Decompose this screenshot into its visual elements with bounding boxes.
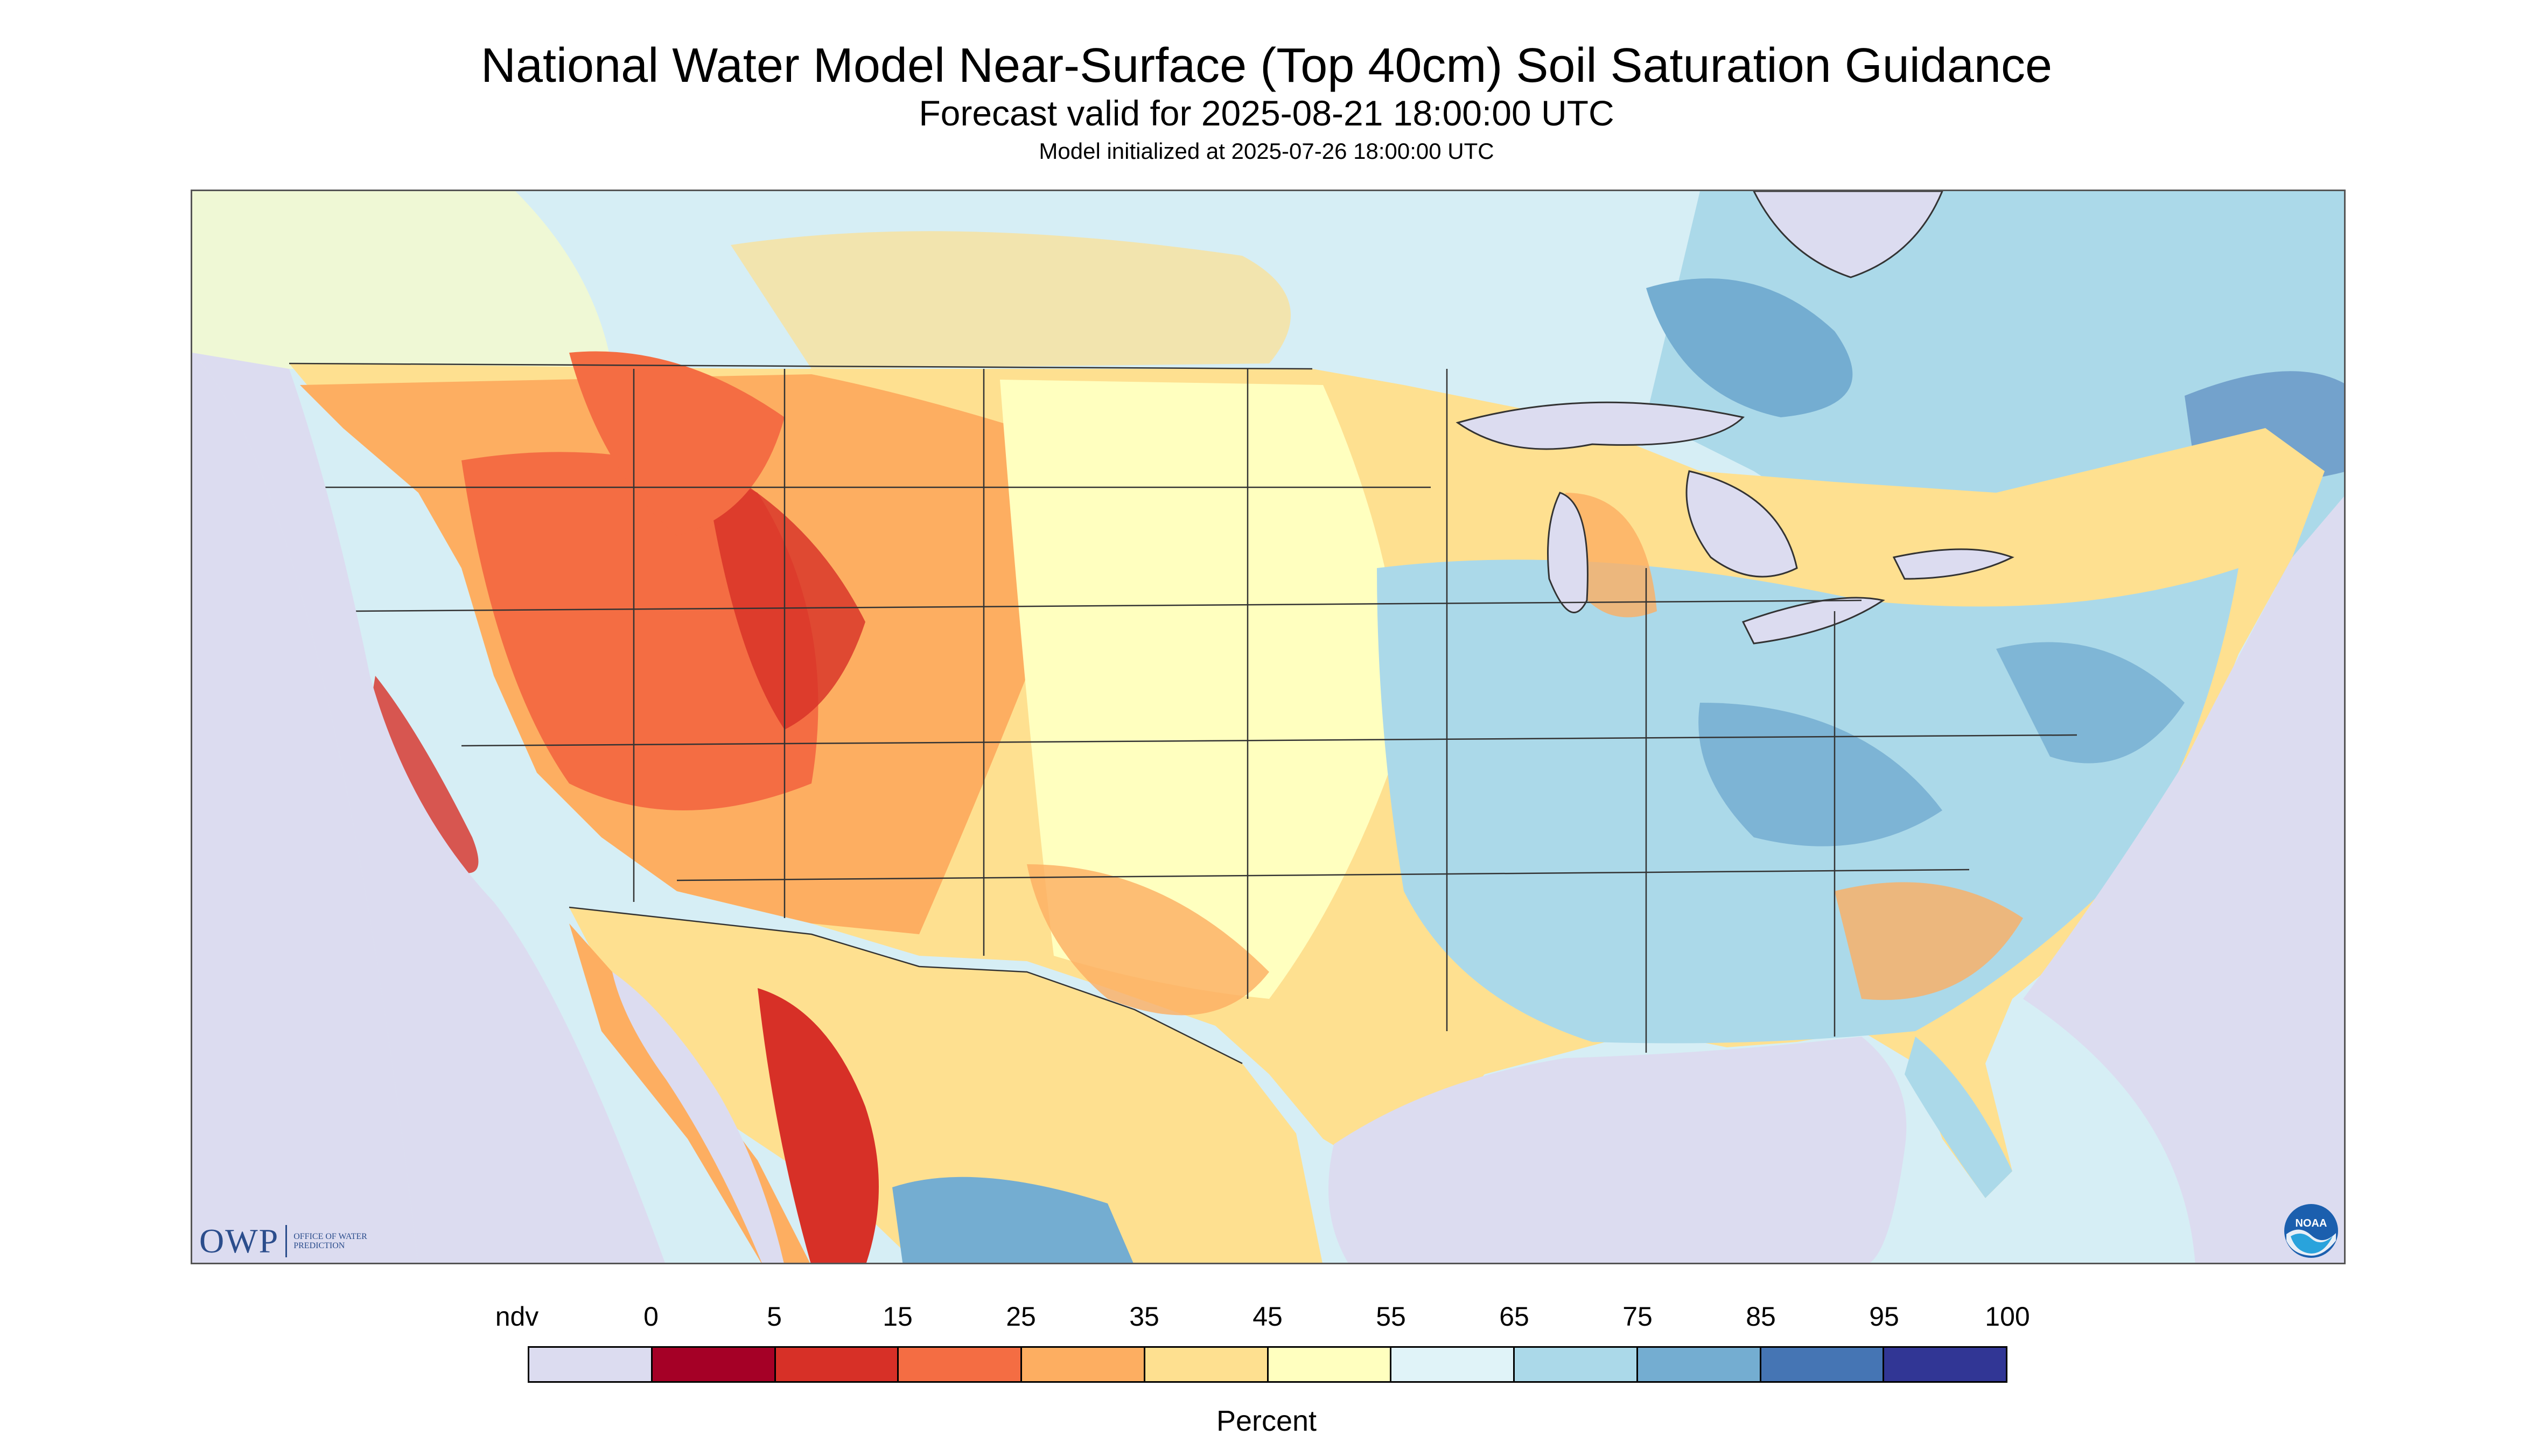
colorbar-tick: 5 (767, 1301, 782, 1332)
california-dry (370, 676, 479, 873)
colorbar-tick: ndv (495, 1301, 539, 1332)
colorbar-tick: 35 (1129, 1301, 1159, 1332)
gulf-of-mexico (1328, 1037, 1907, 1263)
colorbar-tick: 65 (1499, 1301, 1529, 1332)
colorbar (528, 1346, 2007, 1383)
lake-ontario (1892, 548, 2014, 580)
lake-huron (1685, 470, 1798, 578)
owp-logo-divider (285, 1225, 288, 1257)
soil-saturation-map (191, 190, 2346, 1264)
colorbar-swatch (1515, 1348, 1638, 1381)
hudson-bay (1753, 191, 1943, 278)
colorbar-unit-label: Percent (1216, 1405, 1317, 1437)
colorbar-tick: 0 (643, 1301, 659, 1332)
hudson-wet-zone (1646, 278, 1853, 417)
colorbar-tick: 75 (1622, 1301, 1653, 1332)
pacific-ocean (192, 353, 665, 1263)
colorbar-tick: 85 (1746, 1301, 1776, 1332)
model-init-time: Model initialized at 2025-07-26 18:00:00… (1039, 138, 1494, 164)
map-title: National Water Model Near-Surface (Top 4… (480, 39, 2052, 93)
nodata-west-wedge (192, 353, 418, 1263)
colorbar-tick: 55 (1376, 1301, 1406, 1332)
mexico-landmass (569, 907, 1323, 1263)
plains-mix (1000, 380, 1404, 999)
owp-logo: OWP OFFICE OF WATER PREDICTION (199, 1221, 380, 1261)
sierra-madre-dry (758, 988, 879, 1263)
ohio-valley-wet (1698, 703, 1942, 846)
colorbar-swatch (1761, 1348, 1885, 1381)
colorbar-swatch (775, 1348, 899, 1381)
lake-superior (1456, 401, 1745, 450)
colorbar-swatch (1145, 1348, 1269, 1381)
colorbar-tick: 45 (1252, 1301, 1283, 1332)
noaa-logo-text: NOAA (2296, 1217, 2327, 1229)
colorbar-swatch (1884, 1348, 2006, 1381)
florida-peninsula (1905, 1037, 2012, 1198)
mexico-south-wet (892, 1177, 1133, 1263)
northern-rockies-dry (569, 351, 785, 536)
colorbar-tick: 25 (1006, 1301, 1036, 1332)
mid-atlantic-wet (1996, 642, 2185, 764)
colorbar-tick: 100 (1985, 1301, 2030, 1332)
colorbar-swatch (1268, 1348, 1392, 1381)
lake-erie (1741, 597, 1885, 645)
bc-dry-zone (192, 191, 612, 369)
atlantic-ocean (2023, 496, 2344, 1263)
colorbar-tick: 15 (883, 1301, 913, 1332)
colorbar-swatch (1391, 1348, 1515, 1381)
gulf-of-california (612, 972, 784, 1263)
owp-abbrev: OWP (199, 1222, 279, 1260)
political-boundaries (289, 362, 2077, 1065)
owp-full-name: OFFICE OF WATER PREDICTION (293, 1232, 367, 1250)
colorbar-swatch (529, 1348, 653, 1381)
colorbar-swatch (1022, 1348, 1145, 1381)
prairie-dry-zone (731, 231, 1291, 369)
colorbar-swatch (652, 1348, 776, 1381)
colorbar-swatch (1638, 1348, 1761, 1381)
lake-michigan (1547, 492, 1589, 613)
colorbar-swatch (899, 1348, 1022, 1381)
colorbar-tick: 95 (1869, 1301, 1899, 1332)
southeast-dry (1835, 882, 2023, 1000)
forecast-valid-time: Forecast valid for 2025-08-21 18:00:00 U… (919, 93, 1614, 133)
texas-dry (1027, 864, 1269, 1016)
noaa-logo-icon: NOAA (2284, 1204, 2338, 1258)
